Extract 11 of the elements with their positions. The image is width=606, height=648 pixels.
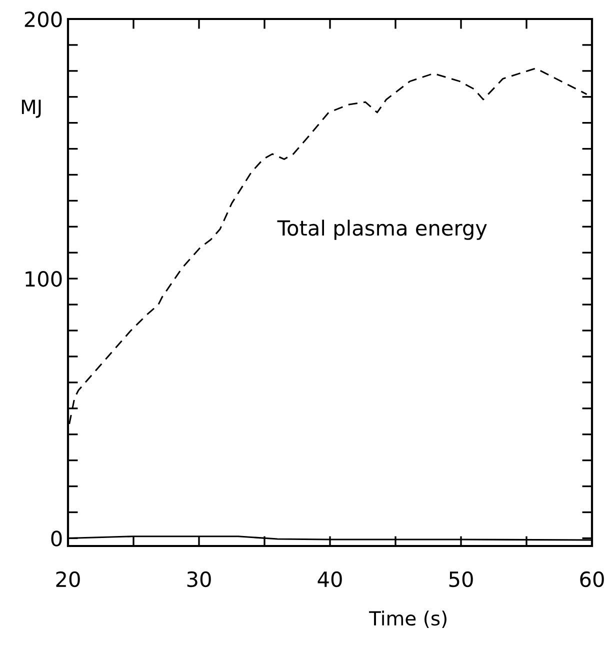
x-tick-label: 30 bbox=[187, 571, 211, 588]
y-tick-label: 0 bbox=[51, 530, 62, 546]
y-axis-title: MJ bbox=[22, 100, 41, 118]
x-tick-label: 50 bbox=[449, 571, 473, 588]
x-tick-label: 20 bbox=[56, 571, 80, 588]
x-tick-label: 60 bbox=[580, 571, 604, 588]
annotation: Total plasma energy bbox=[277, 220, 487, 240]
x-tick-label: 40 bbox=[318, 571, 342, 588]
y-tick-label: 200 bbox=[24, 11, 62, 28]
x-axis-title: Time (s) bbox=[369, 610, 446, 628]
y-tick-label: 100 bbox=[26, 271, 62, 287]
